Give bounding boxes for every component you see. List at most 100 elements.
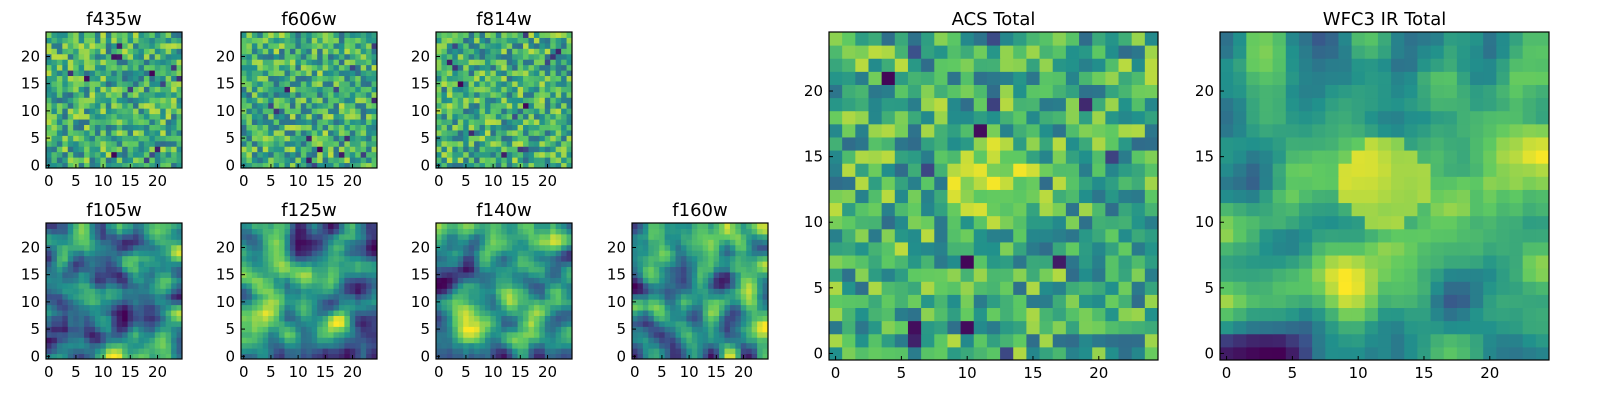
heatmap-cell — [468, 53, 475, 60]
heatmap-cell — [300, 233, 307, 240]
heatmap-cell — [251, 304, 258, 311]
heatmap-cell — [46, 255, 52, 262]
heatmap-cell — [436, 293, 442, 300]
heatmap-cell — [729, 228, 736, 235]
heatmap-cell — [246, 59, 253, 66]
heatmap-cell — [868, 136, 883, 151]
heatmap-cell — [517, 151, 524, 158]
heatmap-cell — [855, 228, 869, 243]
heatmap-cell — [528, 315, 535, 322]
heatmap-cell — [133, 157, 139, 164]
heatmap-cell — [100, 124, 107, 131]
heatmap-cell — [479, 135, 486, 142]
heatmap-cell — [686, 337, 693, 344]
heatmap-cell — [289, 239, 296, 246]
heatmap-cell — [729, 223, 736, 229]
heatmap-cell — [544, 320, 551, 327]
heatmap-cell — [67, 135, 74, 142]
heatmap-cell — [719, 282, 725, 289]
heatmap-cell — [501, 91, 508, 98]
heatmap-cell — [463, 320, 470, 327]
heatmap-cell — [78, 315, 85, 322]
heatmap-cell — [868, 123, 883, 138]
heatmap-cell — [517, 42, 524, 49]
heatmap-cell — [746, 271, 753, 278]
heatmap-cell — [523, 326, 529, 333]
heatmap-cell — [506, 266, 513, 273]
heatmap-cell — [349, 348, 356, 355]
heatmap-cell — [495, 64, 502, 71]
heatmap-cell — [78, 64, 85, 71]
heatmap-cell — [268, 228, 275, 235]
heatmap-cell — [143, 331, 150, 338]
heatmap-cell — [632, 261, 638, 268]
heatmap-cell — [729, 261, 736, 268]
heatmap-cell — [463, 129, 470, 136]
heatmap-cell — [490, 91, 497, 98]
heatmap-cell — [311, 326, 318, 333]
heatmap-cell — [284, 342, 291, 349]
heatmap-cell — [176, 223, 183, 229]
heatmap-cell — [474, 304, 481, 311]
heatmap-cell — [670, 315, 677, 322]
heatmap-cell — [729, 293, 736, 300]
heatmap-cell — [176, 326, 183, 333]
heatmap-cell — [366, 140, 373, 147]
heatmap-cell — [295, 97, 302, 104]
heatmap-cell — [1039, 255, 1054, 269]
heatmap-cell — [46, 348, 52, 355]
heatmap-cell — [751, 337, 758, 344]
heatmap-cell — [360, 271, 367, 278]
heatmap-cell — [78, 86, 85, 93]
heatmap-cell — [495, 348, 502, 355]
heatmap-cell — [457, 124, 464, 131]
heatmap-cell — [528, 282, 535, 289]
heatmap-cell — [479, 228, 486, 235]
heatmap-cell — [934, 150, 948, 164]
heatmap-cell — [94, 331, 101, 338]
heatmap-cell — [686, 288, 693, 295]
heatmap-cell — [1118, 136, 1133, 151]
heatmap-cell — [973, 268, 988, 282]
heatmap-cell — [355, 97, 362, 104]
heatmap-cell — [273, 223, 280, 229]
heatmap-cell — [446, 146, 453, 153]
heatmap-cell — [251, 97, 258, 104]
heatmap-cell — [51, 233, 58, 240]
heatmap-cell — [1131, 294, 1146, 309]
heatmap-cell — [446, 32, 453, 38]
heatmap-cell — [111, 320, 118, 327]
heatmap-cell — [116, 223, 123, 229]
heatmap-cell — [452, 53, 459, 60]
heatmap-cell — [355, 162, 362, 169]
heatmap-cell — [550, 91, 557, 98]
heatmap-cell — [746, 315, 753, 322]
heatmap-cell — [528, 48, 535, 55]
heatmap-cell — [94, 42, 101, 49]
heatmap-cell — [67, 310, 74, 316]
heatmap-cell — [89, 288, 96, 295]
heatmap-cell — [279, 70, 286, 77]
heatmap-cell — [533, 129, 540, 136]
heatmap-cell — [907, 333, 922, 348]
heatmap-cell — [675, 299, 682, 306]
heatmap-cell — [894, 268, 909, 282]
heatmap-cell — [338, 108, 345, 115]
heatmap-cell — [829, 228, 843, 243]
heatmap-cell — [986, 281, 1001, 295]
heatmap-cell — [138, 271, 145, 278]
heatmap-cell — [289, 157, 296, 164]
heatmap-cell — [289, 282, 296, 289]
heatmap-cell — [441, 124, 448, 131]
heatmap-cell — [474, 244, 481, 251]
heatmap-cell — [355, 59, 362, 66]
heatmap-cell — [78, 342, 85, 349]
heatmap-cell — [306, 228, 313, 235]
heatmap-cell — [322, 288, 329, 295]
heatmap-cell — [757, 244, 764, 251]
heatmap-cell — [246, 342, 253, 349]
heatmap-cell — [295, 331, 302, 338]
heatmap-cell — [279, 233, 286, 240]
heatmap-cell — [349, 233, 356, 240]
heatmap-cell — [735, 266, 742, 273]
